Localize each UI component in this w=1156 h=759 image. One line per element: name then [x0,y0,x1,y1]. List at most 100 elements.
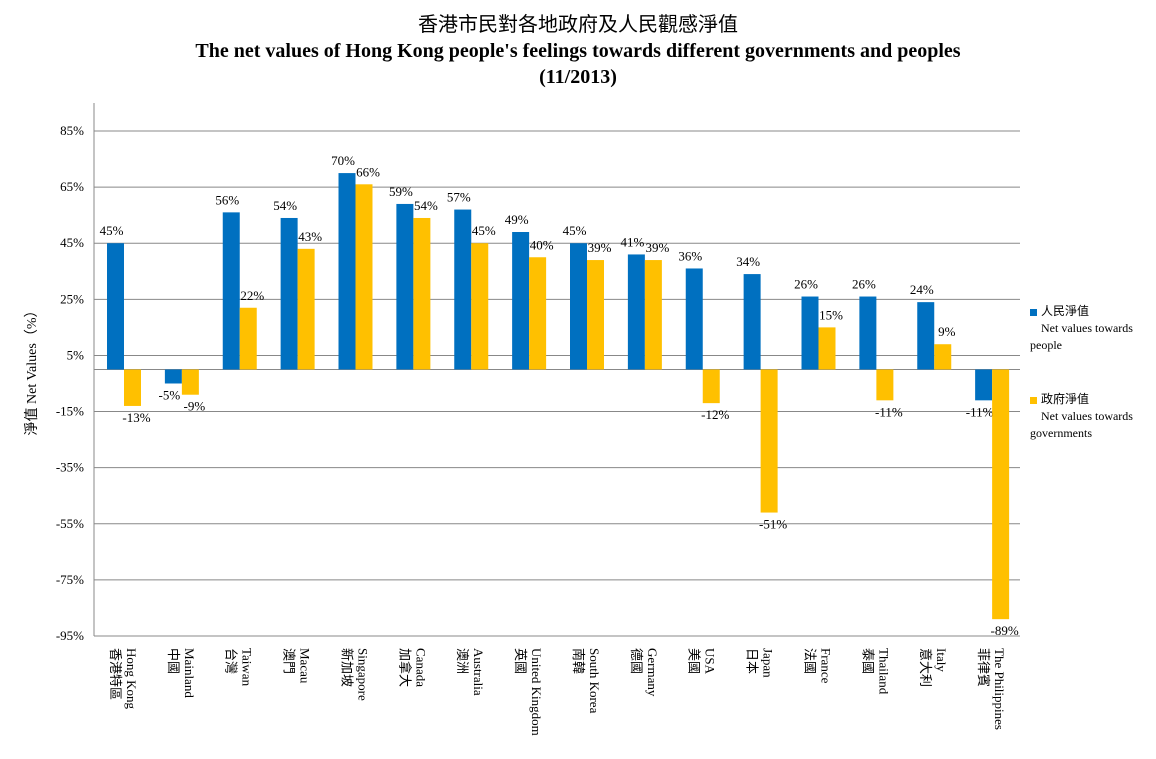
bar-people [396,203,414,370]
data-label-government: 22% [240,288,264,303]
data-label-government: -11% [875,404,903,419]
bar-people [280,217,298,370]
category-label-en: Australia [471,648,486,696]
bar-people [627,254,645,370]
category-label-zh: 英國 [513,648,528,674]
y-tick-label: 5% [67,347,85,362]
category-label-en: USA [703,648,718,675]
legend-item-governments: 政府淨值 Net values towards governments [1030,391,1156,442]
category-label-en: Japan [761,648,776,678]
data-label-people: 45% [563,223,587,238]
category-label-zh: 美國 [687,648,702,674]
category-label-zh: 法國 [802,648,817,674]
data-label-government: 9% [938,324,956,339]
data-label-people: 36% [678,248,702,263]
bar-people [917,302,935,370]
legend-label-governments: 政府淨值 [1041,392,1090,406]
category-label-en: Thailand [876,648,891,695]
data-label-government: 39% [588,240,612,255]
data-label-people: 59% [389,184,413,199]
bar-government [760,369,778,513]
category-label-zh: 菲律賓 [976,648,991,687]
bar-government [644,260,662,370]
bar-people [454,209,472,370]
category-label-en: Italy [934,648,949,672]
category-label-zh: 意大利 [918,648,933,687]
bar-people [801,296,819,370]
y-tick-label: -55% [56,516,84,531]
bar-government [529,257,547,370]
data-label-government: -13% [122,410,150,425]
bar-government [239,307,257,370]
category-label-en: Singapore [355,648,370,701]
data-label-people: 57% [447,190,471,205]
category-label-zh: 中國 [166,648,181,674]
legend-label-people: 人民淨值 [1041,304,1090,318]
y-tick-label: -95% [56,628,84,643]
category-label-zh: 澳門 [282,648,297,674]
bar-government [413,217,431,370]
legend-swatch-governments [1030,396,1037,404]
data-label-people: 54% [273,198,297,213]
data-label-government: -89% [991,623,1019,638]
y-axis-title: 淨值 Net Values（%） [24,304,40,436]
data-label-government: 54% [414,198,438,213]
y-tick-label: 45% [60,235,84,250]
chart-title-chinese: 香港市民對各地政府及人民觀感淨值 [418,14,738,36]
data-label-people: 45% [100,223,124,238]
data-label-people: 26% [852,277,876,292]
legend-label-governments-en: Net values towards governments [1030,409,1133,440]
bar-government [992,369,1010,620]
bar-people [685,268,703,370]
y-tick-label: 85% [60,123,84,138]
bar-people [338,173,356,370]
bar-government [355,184,373,370]
category-label-zh: 泰國 [860,648,875,674]
category-label-en: Taiwan [240,648,255,687]
data-label-government: -9% [184,399,206,414]
legend-label-people-en: Net values towards people [1030,321,1133,352]
bar-government [297,248,315,370]
data-label-government: -12% [701,407,729,422]
chart-title-english: The net values of Hong Kong people's fee… [195,40,961,62]
data-label-people: -5% [159,388,181,403]
bar-government [876,369,894,401]
category-label-zh: 香港特區 [108,648,123,700]
category-label-zh: 日本 [745,648,760,674]
bar-people [859,296,877,370]
data-label-government: 15% [819,307,843,322]
category-label-en: Macau [298,648,313,684]
data-label-government: 40% [530,237,554,252]
data-label-people: 49% [505,212,529,227]
bar-government [702,369,720,404]
category-label-zh: 新加坡 [339,648,354,687]
category-label-zh: 澳洲 [455,648,470,674]
data-label-people: 26% [794,277,818,292]
data-label-people: 34% [736,254,760,269]
data-label-government: 39% [645,240,669,255]
category-label-en: Germany [645,648,660,697]
data-label-government: 66% [356,164,380,179]
bar-government [181,369,199,395]
legend-item-people: 人民淨值 Net values towards people [1030,303,1156,354]
category-label-en: France [818,648,833,684]
data-label-government: 45% [472,223,496,238]
y-tick-label: -35% [56,460,84,475]
bar-government [818,327,836,370]
category-label-zh: 加拿大 [397,648,412,687]
data-label-people: -11% [966,404,994,419]
data-label-government: 43% [298,229,322,244]
category-label-en: Mainland [182,648,197,698]
category-label-en: The Philippines [992,648,1007,730]
category-label-en: United Kingdom [529,648,544,736]
category-label-en: Hong Kong [124,648,139,710]
category-label-en: South Korea [587,648,602,714]
data-label-people: 41% [620,234,644,249]
bar-people [107,243,124,370]
category-label-en: Canada [413,648,428,687]
category-label-zh: 南韓 [571,648,586,674]
data-label-government: -51% [759,517,787,532]
data-label-people: 24% [910,282,934,297]
category-label-zh: 德國 [629,648,644,674]
